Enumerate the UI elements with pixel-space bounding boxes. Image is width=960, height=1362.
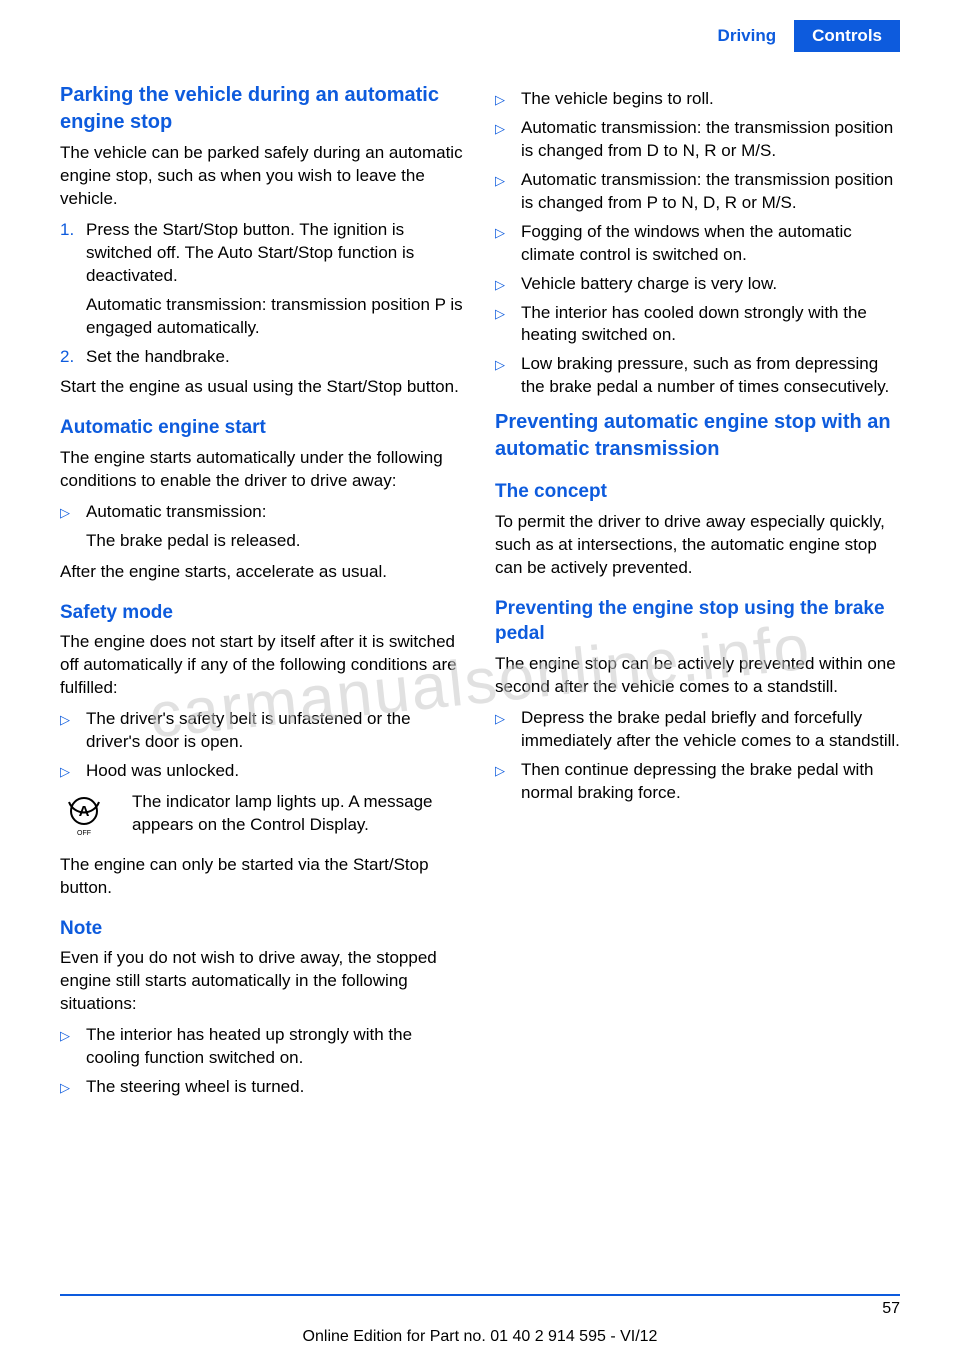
para-after-start: After the engine starts, accelerate as u…: [60, 561, 465, 584]
bullet-icon: ▷: [495, 221, 521, 267]
bullet-list-safety: ▷ The driver's safety belt is unfastened…: [60, 708, 465, 783]
header-tabs: Driving Controls: [700, 20, 900, 52]
list-item: ▷Automatic transmission: the transmissio…: [495, 117, 900, 163]
heading-prevent-brake: Preventing the engine stop using the bra…: [495, 596, 900, 647]
list-number: 2.: [60, 346, 86, 369]
list-item: ▷The vehicle begins to roll.: [495, 88, 900, 111]
list-item: ▷ The driver's safety belt is unfastened…: [60, 708, 465, 754]
list-text: Low braking pressure, such as from depre…: [521, 353, 900, 399]
list-text: The driver's safety belt is unfastened o…: [86, 708, 465, 754]
svg-text:A: A: [79, 803, 90, 820]
page-number: 57: [882, 1300, 900, 1318]
bullet-icon: ▷: [495, 169, 521, 215]
bullet-list-prevent: ▷Depress the brake pedal briefly and for…: [495, 707, 900, 805]
list-item: ▷ The interior has heated up strongly wi…: [60, 1024, 465, 1070]
para-icon-continue: The engine can only be started via the S…: [60, 854, 465, 900]
footer-text: Online Edition for Part no. 01 40 2 914 …: [0, 1328, 960, 1346]
bullet-icon: ▷: [60, 760, 86, 783]
heading-parking: Parking the vehicle during an automatic …: [60, 82, 465, 136]
list-text: The steering wheel is turned.: [86, 1076, 465, 1099]
bullet-icon: ▷: [495, 707, 521, 753]
bullet-icon: ▷: [495, 759, 521, 805]
para-parking: The vehicle can be parked safely during …: [60, 142, 465, 211]
list-item: ▷Vehicle battery charge is very low.: [495, 273, 900, 296]
page-header: Driving Controls: [0, 0, 960, 52]
list-item: ▷ The steering wheel is turned.: [60, 1076, 465, 1099]
bullet-icon: ▷: [495, 302, 521, 348]
list-text: Hood was unlocked.: [86, 760, 465, 783]
list-text: The vehicle begins to roll.: [521, 88, 900, 111]
list-subtext: Automatic transmission: transmission pos…: [86, 294, 465, 340]
bullet-icon: ▷: [495, 353, 521, 399]
list-text: Automatic transmission: the transmission…: [521, 117, 900, 163]
footer-divider: [60, 1294, 900, 1296]
bullet-icon: ▷: [60, 1076, 86, 1099]
content-columns: Parking the vehicle during an automatic …: [0, 52, 960, 1107]
list-text: Automatic transmission: the transmission…: [521, 169, 900, 215]
bullet-icon: ▷: [60, 1024, 86, 1070]
list-text: Vehicle battery charge is very low.: [521, 273, 900, 296]
heading-auto-start: Automatic engine start: [60, 415, 465, 441]
list-item: ▷Automatic transmission: the transmissio…: [495, 169, 900, 215]
list-number: 1.: [60, 219, 86, 340]
tab-driving: Driving: [700, 20, 795, 52]
para-auto-start: The engine starts automatically under th…: [60, 447, 465, 493]
list-item: ▷Fogging of the windows when the automat…: [495, 221, 900, 267]
right-column: ▷The vehicle begins to roll. ▷Automatic …: [495, 82, 900, 1107]
list-body: Set the handbrake.: [86, 346, 465, 369]
list-text: Press the Start/Stop button. The ignitio…: [86, 220, 414, 285]
bullet-list-note-cont: ▷The vehicle begins to roll. ▷Automatic …: [495, 88, 900, 399]
list-item: ▷Then continue depressing the brake peda…: [495, 759, 900, 805]
list-body: Press the Start/Stop button. The ignitio…: [86, 219, 465, 340]
heading-prevent: Preventing automatic engine stop with an…: [495, 409, 900, 463]
ordered-list-parking: 1. Press the Start/Stop button. The igni…: [60, 219, 465, 369]
para-concept: To permit the driver to drive away espec…: [495, 511, 900, 580]
heading-note: Note: [60, 916, 465, 942]
indicator-row: A OFF The indicator lamp lights up. A me…: [60, 791, 465, 846]
list-text: Then continue depressing the brake pedal…: [521, 759, 900, 805]
bullet-icon: ▷: [495, 273, 521, 296]
list-text: The interior has heated up strongly with…: [86, 1024, 465, 1070]
bullet-list-note: ▷ The interior has heated up strongly wi…: [60, 1024, 465, 1099]
list-item: ▷The interior has cooled down strongly w…: [495, 302, 900, 348]
para-safety: The engine does not start by itself afte…: [60, 631, 465, 700]
list-body: Automatic transmission: The brake pedal …: [86, 501, 465, 553]
list-item: ▷ Hood was unlocked.: [60, 760, 465, 783]
list-item: ▷Low braking pressure, such as from depr…: [495, 353, 900, 399]
list-item: ▷ Automatic transmission: The brake peda…: [60, 501, 465, 553]
indicator-text: The indicator lamp lights up. A message …: [132, 791, 465, 846]
list-item: 2. Set the handbrake.: [60, 346, 465, 369]
list-text: The interior has cooled down strongly wi…: [521, 302, 900, 348]
list-text: Automatic transmission:: [86, 502, 266, 521]
bullet-icon: ▷: [60, 708, 86, 754]
list-subtext: The brake pedal is released.: [86, 530, 465, 553]
auto-off-icon: A OFF: [60, 791, 132, 846]
list-text: Fogging of the windows when the automati…: [521, 221, 900, 267]
svg-text:OFF: OFF: [77, 830, 91, 837]
list-item: 1. Press the Start/Stop button. The igni…: [60, 219, 465, 340]
para-prevent-brake: The engine stop can be actively prevente…: [495, 653, 900, 699]
bullet-icon: ▷: [60, 501, 86, 553]
left-column: Parking the vehicle during an automatic …: [60, 82, 465, 1107]
tab-controls: Controls: [794, 20, 900, 52]
para-note: Even if you do not wish to drive away, t…: [60, 947, 465, 1016]
bullet-icon: ▷: [495, 117, 521, 163]
heading-safety: Safety mode: [60, 600, 465, 626]
bullet-icon: ▷: [495, 88, 521, 111]
heading-concept: The concept: [495, 479, 900, 505]
list-item: ▷Depress the brake pedal briefly and for…: [495, 707, 900, 753]
list-text: Depress the brake pedal briefly and forc…: [521, 707, 900, 753]
bullet-list-auto-start: ▷ Automatic transmission: The brake peda…: [60, 501, 465, 553]
para-start-usual: Start the engine as usual using the Star…: [60, 376, 465, 399]
